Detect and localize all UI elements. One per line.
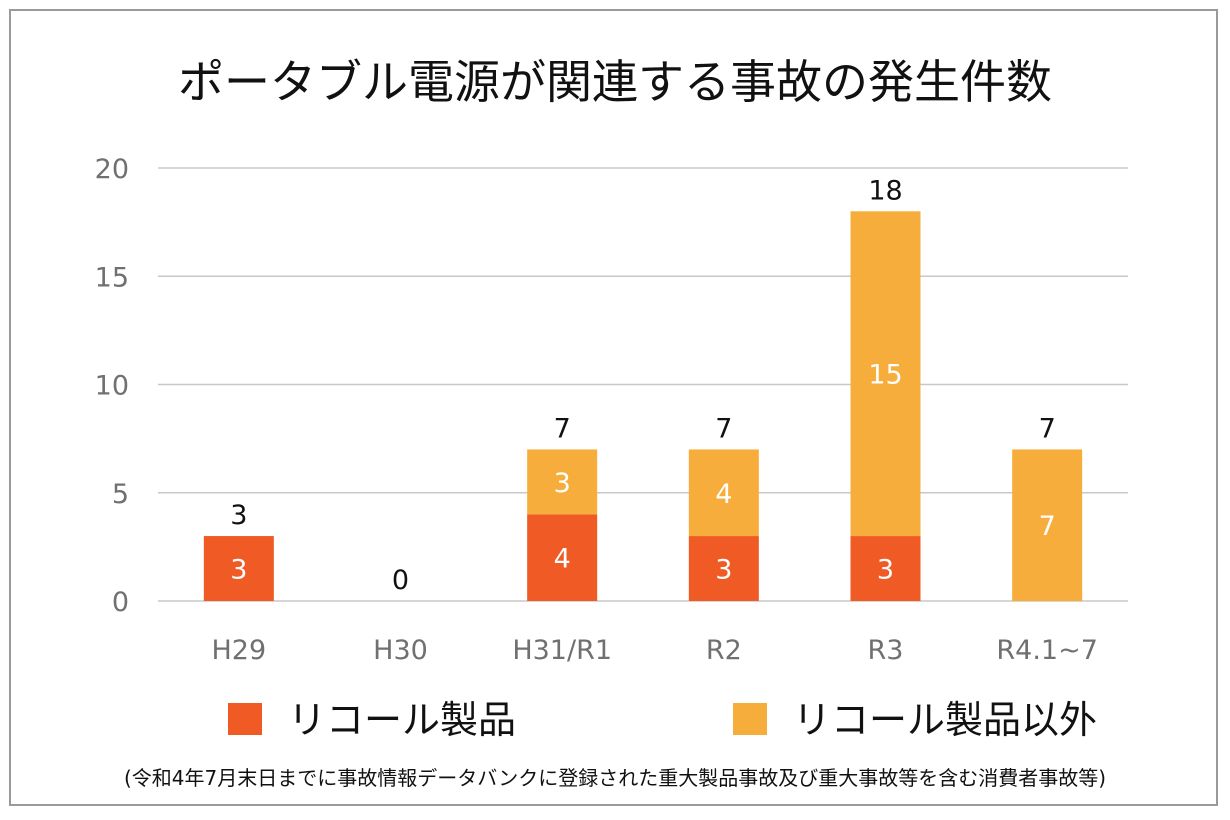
x-category-label: H29 [211,635,266,666]
segment-value-label: 3 [230,555,247,586]
footnote: (令和4年7月末日までに事故情報データバンクに登録された重大製品事故及び重大事故… [124,766,1106,790]
segment-value-label: 3 [877,555,894,586]
chart-frame [9,9,1218,806]
total-value-label: 7 [1039,413,1056,444]
legend: リコール製品 リコール製品以外 [228,698,1097,742]
x-category-label: H31/R1 [512,635,612,666]
chart-title: ポータブル電源が関連する事故の発生件数 [178,55,1052,109]
bar-segment-non-recall [688,449,759,537]
bar-segment-recall [203,536,274,601]
y-tick-label: 10 [95,371,129,402]
segment-value-label: 3 [554,468,571,499]
x-category-label: R2 [706,635,742,666]
total-value-label: 0 [392,565,409,596]
y-tick-label: 15 [95,262,129,293]
bar-segment-recall [688,536,759,601]
total-value-label: 7 [554,413,571,444]
legend-label-recall: リコール製品 [288,698,516,742]
segment-value-label: 3 [715,555,732,586]
total-value-label: 18 [868,175,902,206]
total-value-label: 7 [715,413,732,444]
bar-segment-recall [850,536,921,601]
bar-segment-non-recall [1012,449,1083,601]
y-tick-label: 20 [95,154,129,185]
y-tick-label: 5 [112,479,129,510]
bar-segment-non-recall [850,211,921,537]
bar-segment-non-recall [527,449,598,515]
y-tick-label: 0 [112,587,129,618]
x-category-label: R3 [868,635,904,666]
x-category-label: H30 [373,635,428,666]
total-value-label: 3 [230,500,247,531]
bar-segment-recall [527,514,598,601]
legend-swatch-non-recall [733,703,767,735]
legend-label-non-recall: リコール製品以外 [793,698,1097,742]
legend-swatch-recall [228,703,262,735]
segment-value-label: 4 [554,544,571,575]
x-category-label: R4.1~7 [996,635,1098,666]
segment-value-label: 15 [868,360,902,391]
segment-value-label: 7 [1039,511,1056,542]
segment-value-label: 4 [715,479,732,510]
